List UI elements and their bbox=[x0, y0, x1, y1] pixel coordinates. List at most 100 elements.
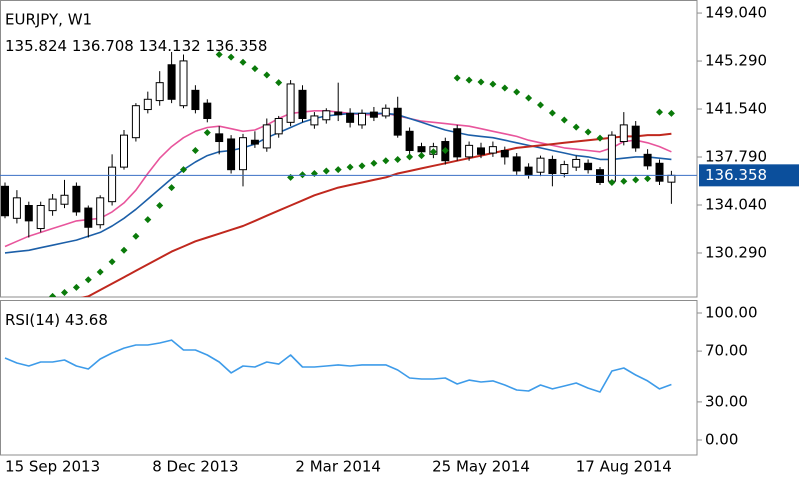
candle-body bbox=[12, 197, 21, 219]
candle-body bbox=[24, 205, 33, 222]
ohlc-header: 135.824 136.708 134.132 136.358 bbox=[5, 37, 267, 55]
sar-dot bbox=[251, 65, 259, 73]
main-plot bbox=[0, 51, 697, 297]
sar-dot bbox=[560, 116, 568, 124]
sar-dot bbox=[501, 84, 509, 92]
candle-body bbox=[524, 166, 533, 176]
sar-dot bbox=[525, 94, 533, 102]
sar-dot bbox=[548, 109, 556, 117]
sar-dot bbox=[263, 71, 271, 79]
sar-dot bbox=[608, 178, 616, 186]
candle-body bbox=[298, 89, 307, 119]
close-value: 136.358 bbox=[205, 37, 267, 55]
candle-body bbox=[250, 139, 259, 145]
candle-body bbox=[1, 185, 9, 217]
sar-dot bbox=[632, 176, 640, 184]
candle-body bbox=[667, 174, 676, 183]
sar-dot bbox=[203, 129, 211, 137]
sar-dot bbox=[596, 134, 604, 142]
rsi-header: RSI(14) 43.68 bbox=[5, 311, 108, 329]
candle-body bbox=[203, 102, 212, 119]
candle-body bbox=[572, 158, 581, 168]
sar-dot bbox=[310, 170, 318, 178]
sar-dot bbox=[620, 177, 628, 185]
rsi-plot bbox=[4, 339, 672, 393]
sar-dot bbox=[227, 53, 235, 61]
candle-body bbox=[239, 137, 247, 171]
candle-body bbox=[607, 134, 616, 182]
candle-body bbox=[619, 124, 628, 143]
candle-body bbox=[286, 83, 295, 123]
candle-body bbox=[84, 207, 93, 228]
sar-dot bbox=[572, 123, 580, 131]
x-tick-label: 8 Dec 2013 bbox=[152, 458, 238, 476]
candle-body bbox=[131, 105, 140, 139]
candle-body bbox=[334, 111, 343, 116]
candle-body bbox=[488, 146, 497, 154]
sar-dot bbox=[120, 246, 128, 254]
sar-dot bbox=[239, 58, 247, 66]
sar-dot bbox=[358, 162, 366, 170]
candle-body bbox=[262, 124, 271, 149]
candle-body bbox=[96, 197, 105, 226]
x-tick-label: 17 Aug 2014 bbox=[576, 458, 672, 476]
candle-body bbox=[655, 162, 664, 182]
sar-dot bbox=[144, 216, 152, 224]
line-series bbox=[80, 132, 672, 297]
candle-body bbox=[120, 134, 128, 168]
candle-body bbox=[215, 133, 224, 143]
candle-body bbox=[143, 98, 152, 111]
sar-dot bbox=[84, 276, 92, 284]
candle-body bbox=[72, 185, 81, 213]
x-tick-label: 15 Sep 2013 bbox=[5, 458, 100, 476]
y-tick-label: 130.290 bbox=[705, 243, 767, 261]
sar-dot bbox=[275, 79, 283, 87]
sar-dot bbox=[584, 128, 592, 136]
sar-dot bbox=[215, 51, 223, 59]
sar-dot bbox=[644, 175, 652, 183]
sar-dot bbox=[96, 268, 104, 276]
candle-body bbox=[369, 111, 378, 118]
sar-dot bbox=[108, 258, 116, 266]
candle-body bbox=[167, 64, 176, 100]
rsi-panel-frame bbox=[0, 300, 698, 456]
sar-dot bbox=[441, 146, 449, 154]
sar-dot bbox=[429, 148, 437, 156]
x-tick-label: 2 Mar 2014 bbox=[295, 458, 381, 476]
y-tick-label: 0.00 bbox=[705, 431, 738, 449]
candle-body bbox=[310, 115, 319, 126]
sar-dot bbox=[418, 152, 425, 160]
candle-body bbox=[596, 169, 604, 183]
candle-body bbox=[417, 146, 426, 153]
y-tick-label: 70.00 bbox=[705, 342, 748, 360]
candle-body bbox=[631, 125, 640, 149]
sar-dot bbox=[370, 159, 378, 167]
candle-body bbox=[346, 112, 355, 123]
line-series bbox=[4, 110, 672, 248]
rsi-title: RSI(14) bbox=[5, 311, 60, 329]
candle-body bbox=[393, 107, 402, 136]
sar-dot bbox=[537, 101, 544, 109]
candle-body bbox=[512, 156, 521, 172]
sar-dot bbox=[667, 109, 675, 117]
sar-dot bbox=[513, 88, 521, 96]
candle-body bbox=[179, 60, 188, 107]
sar-dot bbox=[49, 292, 57, 297]
candle-body bbox=[227, 138, 236, 171]
sar-dot bbox=[346, 163, 354, 171]
sar-dot bbox=[72, 283, 80, 291]
candle-body bbox=[322, 110, 331, 121]
low-value: 134.132 bbox=[139, 37, 201, 55]
candle-body bbox=[358, 112, 366, 126]
line-series bbox=[4, 112, 672, 254]
sar-dot bbox=[61, 289, 68, 297]
y-tick-label: 100.00 bbox=[705, 304, 758, 322]
sar-dot bbox=[191, 146, 199, 154]
y-tick-label: 137.790 bbox=[705, 148, 767, 166]
candle-body bbox=[536, 157, 545, 173]
candle-body bbox=[405, 130, 414, 151]
sar-dot bbox=[453, 74, 461, 82]
sar-dot bbox=[180, 166, 187, 174]
candle-body bbox=[155, 82, 164, 102]
sar-dot bbox=[156, 202, 164, 210]
